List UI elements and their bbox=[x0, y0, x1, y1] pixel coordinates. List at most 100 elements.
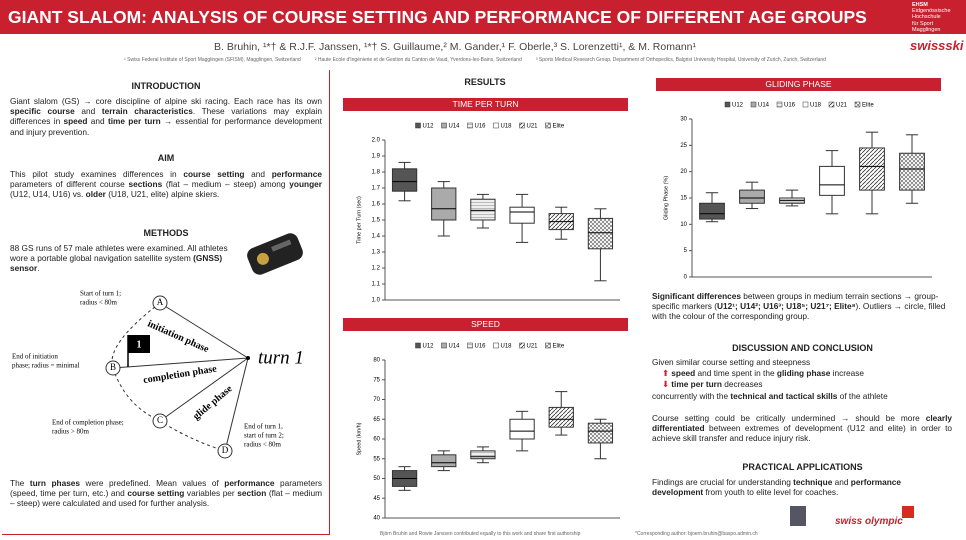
legend-swatch bbox=[493, 342, 499, 349]
y-tick-label: 40 bbox=[373, 516, 380, 522]
y-axis-label: Time per Turn (sec) bbox=[356, 196, 362, 244]
box bbox=[509, 206, 535, 224]
box bbox=[431, 187, 457, 221]
legend-swatch bbox=[441, 122, 447, 129]
affiliation: ¹ Swiss Federal Institute of Sport Maggl… bbox=[124, 57, 301, 63]
heading: PRACTICAL APPLICATIONS bbox=[742, 462, 863, 472]
legend-label: U14 bbox=[758, 103, 770, 109]
legend-label: U14 bbox=[449, 124, 461, 130]
down-arrow: ⬇ bbox=[662, 379, 672, 389]
bold-text: Significant differences bbox=[652, 291, 741, 301]
footnote: *Corresponding author: bjoern.bruhin@bas… bbox=[635, 531, 758, 537]
legend-label: U16 bbox=[475, 344, 487, 350]
heading: AIM bbox=[157, 153, 175, 163]
flag-label: 1 bbox=[137, 339, 142, 350]
y-tick-label: 1.8 bbox=[372, 170, 381, 176]
y-tick-label: 30 bbox=[680, 117, 687, 123]
logo-text: swiss olympic bbox=[835, 516, 903, 527]
y-tick-label: 55 bbox=[373, 456, 380, 462]
box bbox=[819, 165, 845, 196]
legend-label: U18 bbox=[810, 103, 822, 109]
text: of the athlete bbox=[837, 391, 888, 401]
institution-line: EHSM bbox=[912, 2, 928, 8]
brand: swissski bbox=[910, 38, 964, 53]
legend-label: U14 bbox=[449, 344, 461, 350]
note: phase; radius = minimal bbox=[12, 362, 80, 370]
bold-text: gliding phase bbox=[776, 368, 831, 378]
note: radius < 80m bbox=[244, 441, 282, 449]
legend-label: Elite bbox=[553, 344, 565, 350]
legend-swatch bbox=[493, 122, 499, 129]
legend-swatch bbox=[776, 101, 783, 108]
note: start of turn 2; bbox=[244, 432, 284, 440]
y-tick-label: 80 bbox=[373, 358, 380, 364]
y-tick-label: 1.9 bbox=[372, 154, 381, 160]
bold-text: sections bbox=[128, 179, 163, 190]
legend-swatch bbox=[519, 342, 525, 349]
point-label: D bbox=[222, 445, 229, 455]
bold-text: technical and tactical skills bbox=[730, 391, 838, 401]
y-tick-label: 45 bbox=[373, 496, 380, 502]
chart-heading: SPEED bbox=[343, 318, 628, 331]
y-axis-label: Gliding Phase (%) bbox=[663, 176, 669, 220]
y-tick-label: 1.6 bbox=[372, 202, 381, 208]
title: GIANT SLALOM: ANALYSIS OF COURSE SETTING… bbox=[8, 7, 867, 27]
institution-line: Hochschule bbox=[912, 14, 941, 21]
box bbox=[587, 422, 614, 444]
legend-label: U18 bbox=[501, 344, 513, 350]
text: This pilot study examines differences in bbox=[10, 169, 184, 179]
bold-text: U12¹; U14²; U16³; U18⁵; U21⁷; Elite⁸ bbox=[717, 301, 856, 312]
bold-text: technique bbox=[793, 477, 833, 487]
legend-swatch bbox=[467, 342, 473, 349]
y-tick-label: 1.3 bbox=[372, 250, 381, 256]
text: from youth to elite level for coaches. bbox=[703, 487, 839, 498]
point-label: B bbox=[110, 362, 116, 372]
text: parameters of different course bbox=[10, 179, 129, 190]
y-tick-label: 1.4 bbox=[372, 234, 381, 240]
note: End of initiation bbox=[12, 353, 58, 361]
y-tick-label: 1.1 bbox=[372, 282, 381, 288]
legend-swatch bbox=[854, 101, 861, 108]
y-tick-label: 50 bbox=[373, 476, 380, 482]
chart-heading: TIME PER TURN bbox=[343, 98, 628, 111]
legend-swatch bbox=[519, 122, 525, 129]
affiliation: ³ Sports Medical Research Group, Departm… bbox=[535, 57, 826, 63]
legend-swatch bbox=[415, 122, 421, 129]
swiss-flag bbox=[902, 506, 914, 518]
legend-label: U18 bbox=[501, 124, 513, 130]
text: increase bbox=[830, 368, 865, 378]
text: . bbox=[37, 263, 40, 274]
y-tick-label: 10 bbox=[680, 222, 687, 228]
text: (flat – medium – steep) among bbox=[162, 179, 290, 190]
legend-swatch bbox=[724, 101, 731, 108]
text: concurrently with the bbox=[652, 391, 731, 401]
box bbox=[470, 450, 496, 460]
bold-text: (GNSS) sensor bbox=[10, 253, 223, 274]
line: speed and time spent in the gliding phas… bbox=[671, 368, 864, 378]
bold-text: speed bbox=[63, 116, 88, 127]
y-tick-label: 1.2 bbox=[372, 266, 381, 272]
box bbox=[859, 147, 885, 191]
y-tick-label: 75 bbox=[373, 377, 380, 383]
box bbox=[739, 189, 765, 204]
bold-text: younger bbox=[289, 179, 322, 190]
legend-swatch bbox=[441, 342, 447, 349]
note: radius < 80m bbox=[80, 299, 118, 307]
phase-label: completion phase bbox=[142, 363, 218, 386]
bold-text: older bbox=[85, 189, 106, 200]
heading: METHODS bbox=[143, 228, 189, 238]
legend-swatch bbox=[545, 122, 551, 129]
box bbox=[899, 152, 925, 191]
note: radius > 80m bbox=[52, 428, 90, 436]
box bbox=[470, 198, 496, 221]
text: and bbox=[87, 116, 108, 127]
text: The bbox=[10, 478, 30, 488]
institution-line: Eidgenössische bbox=[912, 8, 951, 15]
legend-label: U21 bbox=[836, 103, 848, 109]
y-tick-label: 5 bbox=[684, 248, 688, 254]
text: and time spent in the bbox=[695, 368, 777, 378]
institution-line: Magglingen bbox=[912, 26, 941, 33]
turn-label: turn 1 bbox=[258, 347, 304, 368]
legend-label: U16 bbox=[784, 103, 796, 109]
